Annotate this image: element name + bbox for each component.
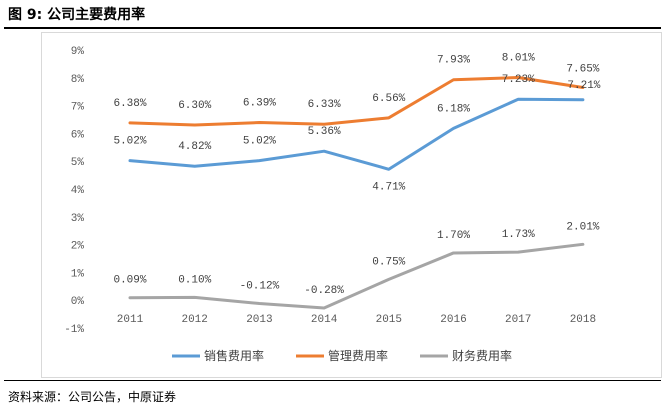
data-label: 2.01% [566, 221, 599, 233]
data-label: 0.75% [372, 256, 405, 268]
series-line-3 [128, 242, 585, 310]
x-tick-label: 2011 [117, 314, 144, 326]
x-tick-label: 2012 [181, 314, 207, 326]
legend: 销售费用率 管理费用率 财务费用率 [172, 348, 512, 363]
legend-label: 管理费用率 [328, 348, 388, 363]
y-tick-label: 1% [71, 268, 85, 280]
data-label: 0.10% [178, 274, 211, 286]
x-tick-label: 2017 [505, 314, 531, 326]
data-label: -0.28% [304, 285, 344, 297]
y-tick-label: 6% [71, 129, 85, 141]
data-label: 6.38% [113, 98, 146, 110]
data-label: 5.02% [113, 136, 146, 148]
y-tick-label: 4% [71, 185, 85, 197]
data-labels: 5.02% 4.82% 5.02% 5.36% 4.71% 6.18% 7.23% 7.21%… [113, 53, 600, 297]
data-label: -0.12% [240, 281, 280, 293]
series-line-1 [128, 97, 585, 171]
data-label: 5.02% [243, 136, 276, 148]
series-line-2 [128, 76, 585, 127]
y-tick-label: 5% [71, 157, 85, 169]
x-tick-label: 2014 [311, 314, 338, 326]
source-note: 资料来源：公司公告，中原证券 [8, 390, 177, 404]
series-lines [128, 76, 585, 310]
x-axis: 2011 2012 2013 2014 2015 2016 2017 2018 [117, 314, 596, 326]
y-tick-label: 7% [71, 102, 85, 114]
y-tick-label: 2% [71, 241, 85, 253]
data-label: 7.21% [567, 80, 600, 92]
data-label: 4.71% [372, 181, 405, 193]
y-tick-label: 0% [71, 296, 85, 308]
x-tick-label: 2018 [570, 314, 596, 326]
data-label: 8.01% [502, 53, 535, 65]
y-tick-label: 8% [71, 74, 85, 86]
title-rule [4, 27, 661, 29]
data-label: 7.93% [437, 55, 470, 67]
chart-frame [41, 32, 662, 378]
y-axis: -1% 0% 1% 2% 3% 4% 5% 6% 7% 8% 9% [64, 46, 84, 336]
legend-label: 销售费用率 [204, 348, 264, 363]
data-label: 1.70% [437, 230, 470, 242]
x-tick-label: 2013 [246, 314, 272, 326]
data-label: 4.82% [178, 141, 211, 153]
data-label: 6.30% [178, 100, 211, 112]
data-label: 6.56% [372, 93, 405, 105]
y-tick-label: 9% [71, 46, 85, 58]
data-label: 0.09% [113, 275, 146, 287]
data-label: 5.36% [308, 126, 341, 138]
x-tick-label: 2016 [440, 314, 466, 326]
data-label: 6.18% [437, 103, 470, 115]
data-label: 7.65% [566, 64, 599, 76]
y-tick-label: 3% [71, 213, 85, 225]
legend-label: 财务费用率 [452, 348, 512, 363]
data-label: 1.73% [502, 229, 535, 241]
data-label: 6.33% [308, 99, 341, 111]
data-label: 7.23% [502, 74, 535, 86]
source-rule [4, 380, 661, 381]
data-label: 6.39% [243, 98, 276, 110]
figure-title: 图 9: 公司主要费用率 [8, 7, 146, 23]
y-tick-label: -1% [64, 324, 84, 336]
x-tick-label: 2015 [376, 314, 402, 326]
